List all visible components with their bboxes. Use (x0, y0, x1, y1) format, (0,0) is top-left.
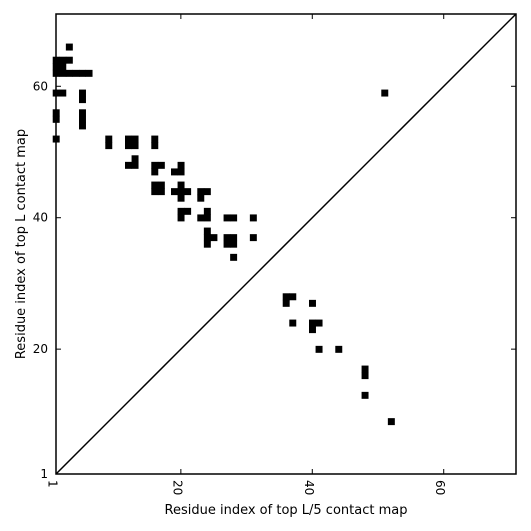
upper-left-contact-cell-45 (177, 188, 185, 196)
upper-left-contact-cell-32 (151, 142, 159, 150)
upper-left-contact-cell-28 (131, 155, 139, 163)
upper-left-contact-cell-43 (177, 181, 185, 189)
upper-left-contact-cell-26 (125, 142, 132, 150)
lower-right-contact-cells (282, 293, 395, 426)
y-tick-label-0: 1 (40, 467, 48, 481)
x-tick-label-0: 1 (46, 480, 60, 488)
x-tick-label-3: 60 (433, 480, 447, 495)
upper-left-contact-cell-35 (151, 168, 159, 176)
lower-right-contact-cell-3 (309, 299, 316, 307)
x-tick-label-2: 40 (302, 480, 316, 495)
upper-left-contact-cell-29 (125, 161, 132, 169)
upper-left-contact-cell-70 (381, 89, 389, 97)
plot-frame (55, 13, 517, 475)
lower-right-contact-cell-1 (289, 293, 297, 301)
upper-left-contact-cell-18 (79, 109, 86, 117)
upper-left-contact-cell-64 (223, 234, 231, 242)
upper-left-contact-cell-15 (79, 96, 86, 104)
upper-left-contact-cell-38 (151, 188, 159, 196)
upper-left-contact-cell-49 (184, 207, 192, 215)
upper-left-contact-cell-48 (177, 207, 185, 215)
lower-right-contact-cell-7 (309, 326, 316, 334)
upper-left-contact-cell-66 (223, 240, 231, 248)
upper-left-contact-cell-51 (197, 188, 205, 196)
lower-right-contact-cell-11 (361, 372, 369, 380)
upper-left-contact-cell-31 (151, 135, 159, 143)
lower-right-contact-cell-6 (315, 319, 323, 327)
x-axis-label: Residue index of top L/5 contact map (165, 503, 408, 518)
upper-left-contact-cell-59 (210, 234, 218, 242)
upper-left-contact-cell-10 (79, 69, 86, 77)
upper-left-contact-cell-69 (230, 253, 238, 261)
upper-left-contact-cells (52, 43, 389, 261)
y-axis-ticks: 1 20 40 60 (33, 79, 516, 481)
upper-left-contact-cell-39 (157, 188, 165, 196)
upper-left-contact-cell-57 (203, 227, 211, 235)
lower-right-contact-cell-2 (282, 299, 290, 307)
upper-left-contact-cell-60 (203, 240, 211, 248)
upper-left-contact-cell-58 (203, 234, 211, 242)
upper-left-contact-cell-44 (171, 188, 178, 196)
upper-left-contact-cell-14 (79, 89, 86, 97)
upper-left-contact-cell-11 (85, 69, 93, 77)
x-tick-label-1: 20 (170, 480, 184, 495)
upper-left-contact-cell-24 (125, 135, 132, 143)
upper-left-contact-cell-62 (230, 214, 238, 222)
upper-left-contact-cell-52 (203, 188, 211, 196)
x-axis-ticks: 1 20 40 60 (46, 14, 447, 495)
upper-left-contact-cell-33 (151, 161, 159, 169)
upper-left-contact-cell-50 (177, 214, 185, 222)
y-tick-label-1: 20 (33, 342, 48, 356)
upper-left-contact-cell-65 (230, 234, 238, 242)
upper-left-contact-cell-30 (131, 161, 139, 169)
upper-left-contact-cell-63 (249, 214, 257, 222)
upper-left-contact-cell-27 (131, 142, 139, 150)
upper-left-contact-cell-68 (249, 234, 257, 242)
upper-left-contact-cell-1 (65, 56, 73, 64)
upper-left-contact-cell-20 (79, 122, 86, 130)
upper-left-contact-cell-41 (177, 168, 185, 176)
upper-left-contact-cell-2 (59, 56, 67, 64)
lower-right-contact-cell-8 (315, 345, 323, 353)
upper-left-contact-cell-56 (203, 214, 211, 222)
y-axis-label: Residue index of top L contact map (14, 129, 29, 359)
upper-left-contact-cell-67 (230, 240, 238, 248)
upper-left-contact-cell-6 (59, 69, 67, 77)
upper-left-contact-cell-25 (131, 135, 139, 143)
lower-right-contact-cell-10 (361, 365, 369, 373)
lower-right-contact-cell-13 (387, 418, 395, 426)
upper-left-contact-cell-42 (177, 161, 185, 169)
upper-left-contact-cell-55 (197, 214, 205, 222)
upper-left-contact-cell-34 (157, 161, 165, 169)
lower-right-contact-cell-9 (335, 345, 343, 353)
lower-right-contact-cell-5 (309, 319, 316, 327)
upper-left-contact-cell-8 (65, 69, 73, 77)
upper-left-contact-cell-47 (177, 194, 185, 202)
upper-left-contact-cell-53 (197, 194, 205, 202)
upper-left-contact-cell-40 (171, 168, 178, 176)
upper-left-contact-cell-22 (105, 135, 113, 143)
upper-left-contact-cell-37 (157, 181, 165, 189)
upper-left-contact-cell-61 (223, 214, 231, 222)
upper-left-contact-cell-0 (65, 43, 73, 51)
diagonal-line (55, 13, 517, 475)
upper-left-contact-cell-13 (59, 89, 67, 97)
lower-right-contact-cell-12 (361, 391, 369, 399)
lower-right-contact-cell-0 (282, 293, 290, 301)
upper-left-contact-cell-19 (79, 115, 86, 123)
upper-left-contact-cell-9 (72, 69, 80, 77)
upper-left-contact-cell-4 (59, 63, 67, 71)
upper-left-contact-cell-54 (203, 207, 211, 215)
upper-left-contact-cell-23 (105, 142, 113, 150)
lower-right-contact-cell-4 (289, 319, 297, 327)
upper-left-contact-cell-36 (151, 181, 159, 189)
y-tick-label-3: 60 (33, 79, 48, 93)
y-tick-label-2: 40 (33, 211, 48, 225)
upper-left-contact-cell-46 (184, 188, 192, 196)
